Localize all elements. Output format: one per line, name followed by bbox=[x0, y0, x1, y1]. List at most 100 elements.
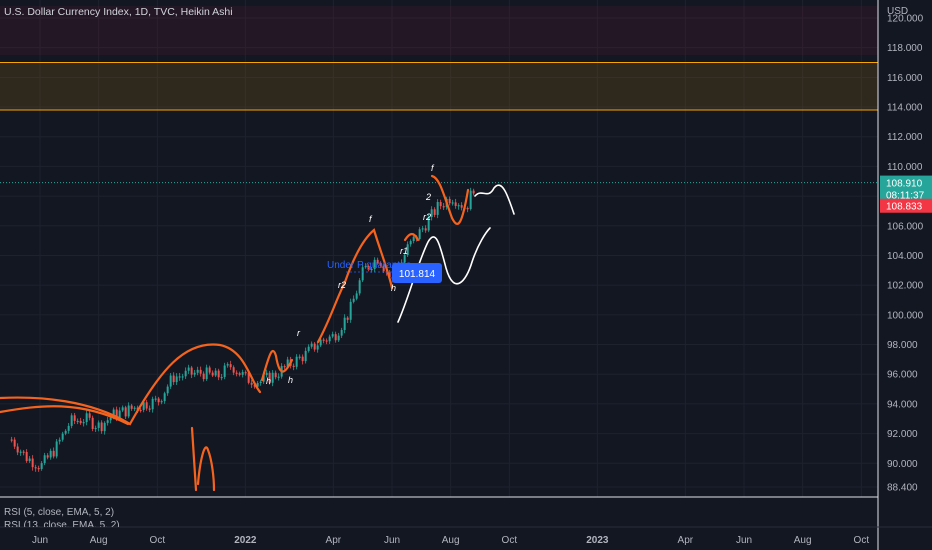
x-tick-label: Oct bbox=[502, 535, 518, 546]
prev-price-text: 108.833 bbox=[886, 202, 923, 213]
candle-body bbox=[77, 421, 79, 422]
candle-body bbox=[188, 368, 190, 371]
drawing-arc-1 bbox=[0, 344, 260, 424]
candle-body bbox=[71, 415, 73, 426]
y-tick-label: 120.000 bbox=[887, 14, 924, 25]
annotation-label: r2 bbox=[338, 280, 346, 290]
candle-body bbox=[455, 202, 457, 206]
candle-body bbox=[443, 206, 445, 207]
candle-body bbox=[74, 415, 76, 421]
drawing-stroke-2 bbox=[198, 447, 214, 490]
candle-body bbox=[329, 337, 331, 342]
candle-body bbox=[299, 357, 301, 358]
time-axis: Jun Aug Oct 2022 Apr Jun Aug Oct 2023 Apr Jun Aug Oc… bbox=[32, 535, 869, 546]
candle-body bbox=[170, 376, 172, 387]
candle-body bbox=[233, 367, 235, 372]
symbol-title[interactable]: U.S. Dollar Currency Index, 1D, TVC, Hei… bbox=[4, 6, 233, 18]
candle-body bbox=[350, 302, 352, 320]
candle-body bbox=[458, 205, 460, 206]
y-tick-label: 96.000 bbox=[887, 370, 918, 381]
candle-body bbox=[182, 376, 184, 377]
x-tick-label: Jun bbox=[384, 535, 400, 546]
candle-body bbox=[347, 318, 349, 320]
candle-body bbox=[212, 373, 214, 376]
candle-body bbox=[209, 367, 211, 372]
candle-body bbox=[47, 455, 49, 457]
candle-body bbox=[122, 407, 124, 410]
candle-body bbox=[218, 371, 220, 378]
candle-body bbox=[50, 451, 52, 458]
annotation-label: h bbox=[288, 375, 293, 385]
candle-body bbox=[107, 420, 109, 423]
candle-body bbox=[410, 241, 412, 244]
candle-body bbox=[152, 399, 154, 409]
candle-body bbox=[266, 373, 268, 375]
y-tick-label: 88.400 bbox=[887, 483, 918, 494]
price-badge-text: 101.814 bbox=[399, 269, 436, 280]
candle-body bbox=[437, 202, 439, 215]
candle-body bbox=[20, 452, 22, 453]
candle-body bbox=[125, 407, 127, 416]
candle-body bbox=[83, 422, 85, 423]
candle-body bbox=[131, 406, 133, 409]
candle-body bbox=[230, 364, 232, 367]
x-tick-label: Jun bbox=[736, 535, 752, 546]
rsi-indicator-1[interactable]: RSI (5, close, EMA, 5, 2) bbox=[4, 507, 114, 518]
y-tick-label: 110.000 bbox=[887, 162, 923, 173]
candle-body bbox=[203, 374, 205, 379]
annotation-label: f bbox=[369, 214, 373, 224]
candle-body bbox=[161, 401, 163, 402]
candle-body bbox=[284, 366, 286, 367]
y-tick-label: 104.000 bbox=[887, 251, 924, 262]
candle-body bbox=[68, 426, 70, 431]
x-tick-label: Apr bbox=[678, 535, 694, 546]
candle-body bbox=[227, 364, 229, 365]
candle-body bbox=[176, 376, 178, 382]
candle-body bbox=[149, 409, 151, 410]
y-tick-label: 90.000 bbox=[887, 459, 918, 470]
rsi-indicator-2[interactable]: RSI (13, close, EMA, 5, 2) bbox=[4, 520, 120, 527]
annotation-label: r1 bbox=[400, 246, 408, 256]
candle-body bbox=[419, 229, 421, 239]
candle-body bbox=[353, 299, 355, 302]
drawing-arc-2 bbox=[0, 406, 128, 424]
candle-body bbox=[434, 209, 436, 215]
candle-body bbox=[89, 413, 91, 417]
x-tick-label: Aug bbox=[90, 535, 108, 546]
candle-body bbox=[317, 345, 319, 349]
candle-body bbox=[275, 373, 277, 377]
candle-body bbox=[467, 208, 469, 209]
x-tick-label: 2022 bbox=[234, 535, 257, 546]
candle-body bbox=[335, 334, 337, 340]
candle-body bbox=[473, 191, 475, 194]
candle-body bbox=[140, 410, 142, 411]
y-tick-label: 116.000 bbox=[887, 73, 923, 84]
candle-body bbox=[110, 418, 112, 421]
candle-body bbox=[191, 368, 193, 375]
candle-body bbox=[296, 357, 298, 367]
candle-body bbox=[53, 451, 55, 457]
candle-body bbox=[302, 357, 304, 361]
drawing-stroke-1 bbox=[192, 428, 196, 490]
candle-body bbox=[242, 372, 244, 375]
candle-body bbox=[422, 228, 424, 229]
candle-body bbox=[314, 344, 316, 350]
x-tick-label: Aug bbox=[794, 535, 812, 546]
candle-body bbox=[185, 371, 187, 377]
candle-body bbox=[341, 330, 343, 336]
candle-body bbox=[260, 382, 262, 383]
y-tick-label: 100.000 bbox=[887, 310, 924, 321]
price-zones bbox=[0, 6, 878, 110]
annotation-label: h bbox=[266, 376, 271, 386]
candle-body bbox=[164, 393, 166, 401]
x-tick-label: Oct bbox=[854, 535, 870, 546]
y-tick-label: 112.000 bbox=[887, 132, 923, 143]
x-tick-label: Jun bbox=[32, 535, 48, 546]
candle-body bbox=[17, 447, 19, 453]
candle-body bbox=[224, 366, 226, 377]
drawing-path-2 bbox=[475, 185, 514, 214]
candle-body bbox=[35, 467, 37, 468]
candle-body bbox=[470, 191, 472, 209]
candle-body bbox=[413, 237, 415, 241]
